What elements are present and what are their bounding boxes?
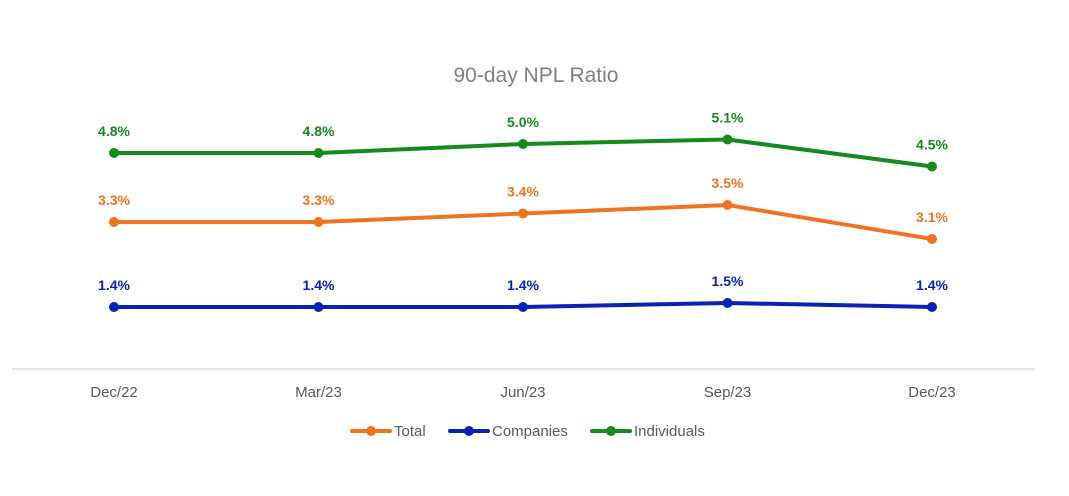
x-tick-label: Dec/22 bbox=[90, 384, 138, 401]
individuals-data-label: 4.8% bbox=[303, 123, 335, 139]
legend-item-total[interactable]: Total bbox=[350, 423, 426, 440]
total-data-label: 3.5% bbox=[712, 175, 744, 191]
legend-label: Companies bbox=[492, 423, 568, 440]
total-point bbox=[109, 217, 119, 227]
companies-point bbox=[518, 302, 528, 312]
individuals-point bbox=[927, 161, 937, 172]
companies-data-label: 1.4% bbox=[303, 277, 335, 293]
companies-point bbox=[109, 302, 119, 312]
chart-title: 90-day NPL Ratio bbox=[454, 64, 619, 87]
individuals-point bbox=[313, 148, 324, 158]
legend: Total Companies Individuals bbox=[350, 423, 705, 440]
series-individuals: 4.8% 4.8% 5.0% 5.1% 4.5% bbox=[98, 110, 949, 172]
companies-point bbox=[313, 302, 324, 312]
individuals-point bbox=[722, 134, 733, 145]
total-point bbox=[313, 217, 324, 227]
legend-swatch-marker bbox=[606, 426, 616, 436]
series-layer: 3.3% 3.3%3.4%3.5%3.1%1.4% 1.4% 1.4% 1.5% 1.4%… bbox=[98, 110, 949, 312]
companies-point bbox=[927, 302, 937, 312]
individuals-data-label: 5.0% bbox=[507, 114, 539, 130]
individuals-data-label: 5.1% bbox=[712, 110, 744, 126]
companies-data-label: 1.4% bbox=[98, 277, 130, 293]
legend-label: Individuals bbox=[634, 423, 705, 440]
legend-label: Total bbox=[394, 423, 426, 440]
series-total: 3.3% 3.3% 3.4% 3.5% 3.1% bbox=[98, 175, 949, 244]
legend-item-companies[interactable]: Companies bbox=[448, 423, 568, 440]
legend-item-individuals[interactable]: Individuals bbox=[590, 423, 705, 440]
total-data-label: 3.3% bbox=[303, 192, 335, 208]
individuals-point bbox=[109, 148, 119, 158]
total-point bbox=[927, 234, 937, 244]
x-tick-label: Mar/23 bbox=[295, 384, 342, 401]
companies-data-label: 1.5% bbox=[712, 273, 744, 289]
individuals-point bbox=[518, 139, 528, 149]
total-point bbox=[518, 208, 528, 219]
legend-swatch-marker bbox=[464, 426, 474, 436]
x-tick-label: Dec/23 bbox=[908, 384, 956, 401]
x-tick-label: Sep/23 bbox=[704, 384, 752, 401]
individuals-data-label: 4.5% bbox=[916, 137, 948, 153]
series-companies: 1.4% 1.4% 1.4% 1.5% 1.4% bbox=[98, 273, 949, 312]
x-axis-ticks: Dec/22 Mar/23 Jun/23 Sep/23 Dec/23 bbox=[90, 384, 956, 401]
total-data-label: 3.3% bbox=[98, 192, 130, 208]
companies-data-label: 1.4% bbox=[507, 277, 539, 293]
total-data-label: 3.4% bbox=[507, 184, 539, 200]
total-point bbox=[722, 200, 733, 210]
legend-swatch-marker bbox=[366, 426, 376, 436]
individuals-data-label: 4.8% bbox=[98, 123, 130, 139]
companies-data-label: 1.4% bbox=[916, 277, 948, 293]
companies-point bbox=[722, 298, 733, 308]
x-tick-label: Jun/23 bbox=[500, 384, 545, 401]
total-data-label: 3.1% bbox=[916, 209, 948, 225]
